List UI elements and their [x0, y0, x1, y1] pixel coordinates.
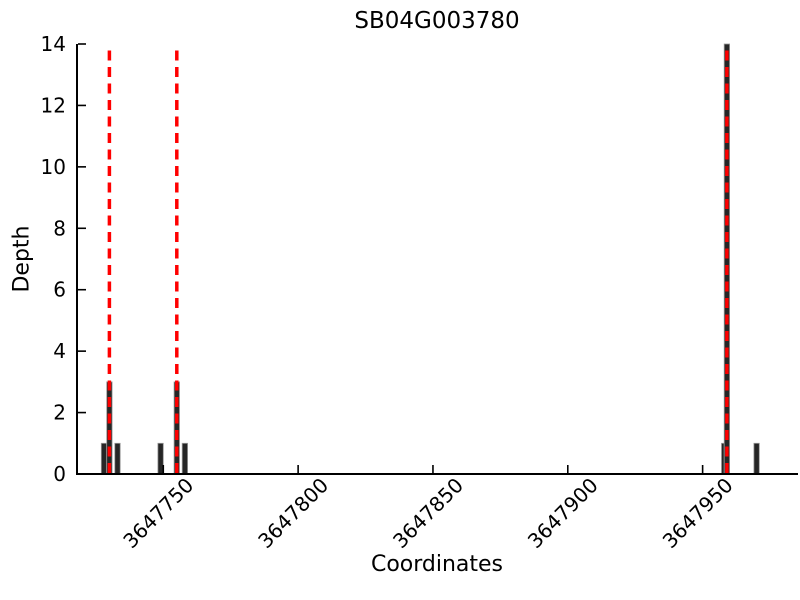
- y-tick-label: 12: [41, 93, 66, 117]
- y-tick-label: 2: [53, 401, 66, 425]
- depth-bar: [181, 442, 188, 475]
- x-tick-label: 3647950: [658, 473, 738, 553]
- y-tick-label: 10: [41, 155, 66, 179]
- depth-bar: [100, 442, 108, 475]
- depth-bar: [173, 381, 180, 475]
- x-axis-label: Coordinates: [370, 552, 504, 577]
- depth-bar: [106, 381, 113, 475]
- y-tick-label: 0: [53, 462, 66, 486]
- x-tick-label: 3647900: [523, 473, 603, 553]
- y-tick-label: 8: [53, 216, 66, 240]
- x-tick-label: 3647750: [118, 473, 198, 553]
- depth-bar: [157, 442, 164, 475]
- y-tick-label: 14: [41, 32, 66, 56]
- y-tick-label: 6: [53, 278, 66, 302]
- x-tick-label: 3647800: [253, 473, 333, 553]
- depth-bar: [753, 442, 760, 475]
- chart-title: SB04G003780: [354, 8, 520, 34]
- depth-bar: [114, 442, 121, 475]
- y-axis-label: Depth: [9, 225, 35, 293]
- y-tick-label: 4: [53, 339, 66, 363]
- depth-bar: [721, 442, 725, 475]
- x-tick-label: 3647850: [388, 473, 468, 553]
